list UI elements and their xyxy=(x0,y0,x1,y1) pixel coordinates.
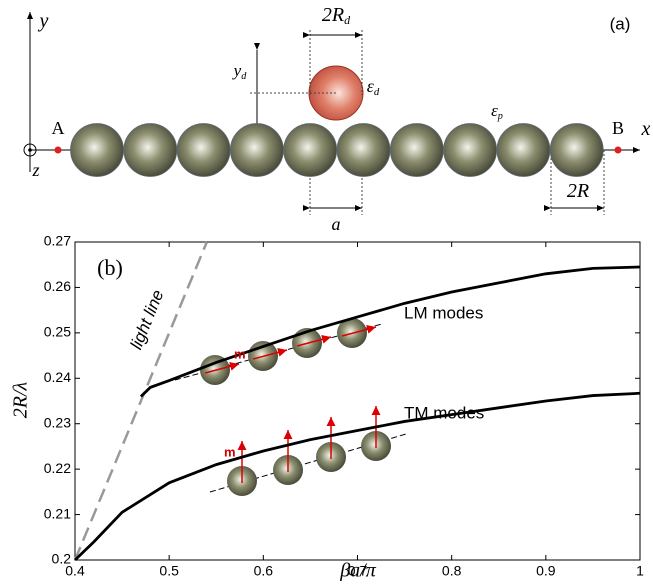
x-tick-label: 0.7 xyxy=(348,563,368,579)
sphere xyxy=(70,123,124,177)
y-tick-label: 0.26 xyxy=(44,278,71,294)
y-tick-label: 0.27 xyxy=(44,233,71,249)
series-annotation: light line xyxy=(127,287,168,352)
label-text: ε xyxy=(367,76,375,96)
inset-label: m xyxy=(234,346,246,361)
label-subscript: p xyxy=(497,111,503,122)
diagram-label: yd xyxy=(232,61,248,82)
diagram-label: A xyxy=(52,118,65,138)
z-axis-symbol xyxy=(23,143,37,157)
sphere xyxy=(283,123,338,177)
sphere xyxy=(229,123,284,177)
y-tick-label: 0.2 xyxy=(52,551,72,567)
diagram-label: z xyxy=(31,160,39,180)
diagram-label: εp xyxy=(491,101,503,122)
label-text: 2R xyxy=(567,180,589,202)
diagram-label: B xyxy=(612,118,624,138)
panel-label: (a) xyxy=(610,14,631,33)
diagram-label: x xyxy=(641,118,651,140)
sphere xyxy=(389,123,444,177)
point-b xyxy=(614,146,622,154)
series-line xyxy=(139,265,641,398)
y-tick-label: 0.22 xyxy=(44,460,71,476)
x-tick-label: 0.4 xyxy=(65,563,85,579)
series-annotation: LM modes xyxy=(404,303,483,322)
panel-label: (b) xyxy=(97,255,123,280)
label-text: A xyxy=(52,118,65,138)
diagram-label: y xyxy=(38,10,49,32)
x-tick-label: 1 xyxy=(636,563,644,579)
moment-arrow xyxy=(252,347,288,360)
y-tick-label: 0.23 xyxy=(44,414,71,430)
inset-label: m xyxy=(224,444,236,459)
label-text: B xyxy=(612,118,624,138)
label-text: a xyxy=(332,214,341,234)
sphere xyxy=(176,123,231,177)
diagram-label: 2R xyxy=(567,180,589,202)
label-text: 2R xyxy=(322,4,344,26)
point-a xyxy=(54,146,62,154)
sphere xyxy=(123,123,178,177)
series-annotation: TM modes xyxy=(404,403,484,422)
series-line xyxy=(74,391,641,562)
label-subscript: d xyxy=(241,71,247,82)
moment-arrow xyxy=(296,334,332,347)
y-axis-label: 2R/λ xyxy=(10,381,32,418)
x-axis-label: βa/π xyxy=(339,560,377,582)
x-tick-label: 0.6 xyxy=(254,563,274,579)
sphere xyxy=(336,123,391,177)
diagram-label: a xyxy=(332,214,341,234)
z-axis-dot xyxy=(28,148,32,152)
moment-arrow xyxy=(204,361,240,374)
label-text: y xyxy=(38,10,49,32)
insets xyxy=(174,318,407,496)
diagram-label: εd xyxy=(367,76,380,98)
sphere xyxy=(443,123,498,177)
x-tick-label: 0.5 xyxy=(159,563,179,579)
x-tick-label: 0.9 xyxy=(536,563,556,579)
chain-axis xyxy=(209,433,407,493)
y-tick-label: 0.25 xyxy=(44,324,71,340)
diagram-label: 2Rd xyxy=(322,4,351,27)
y-tick-label: 0.21 xyxy=(44,505,71,521)
moment-arrow xyxy=(341,324,377,337)
label-subscript: d xyxy=(374,86,380,98)
label-text: ε xyxy=(491,101,498,120)
label-text: y xyxy=(232,61,242,80)
x-tick-label: 0.8 xyxy=(442,563,462,579)
label-subscript: d xyxy=(344,13,351,27)
sphere xyxy=(496,123,551,177)
label-text: x xyxy=(641,118,651,140)
label-text: z xyxy=(31,160,39,180)
y-tick-label: 0.24 xyxy=(44,369,71,385)
series-line xyxy=(73,241,208,561)
sphere xyxy=(549,123,604,177)
